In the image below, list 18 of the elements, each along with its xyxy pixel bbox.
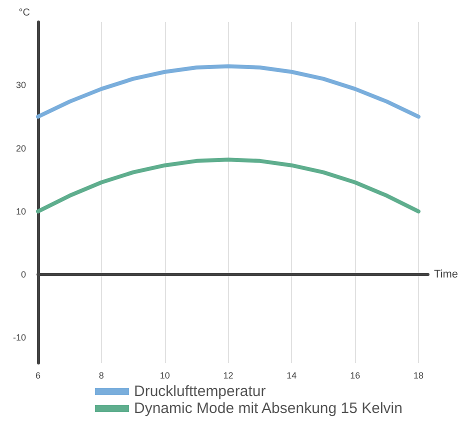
- x-tick-label: 18: [413, 370, 424, 380]
- x-tick-label: 16: [350, 370, 360, 380]
- line-series: [36, 158, 420, 214]
- x-tick-label: 14: [286, 370, 297, 380]
- x-axis-title: Time: [434, 268, 458, 281]
- y-axis-title: °C: [18, 8, 30, 18]
- legend-label: Dynamic Mode mit Absenkung 15 Kelvin: [134, 400, 402, 417]
- y-tick-label: 10: [16, 206, 26, 216]
- y-tick-label: 30: [16, 80, 26, 90]
- y-tick-label: -10: [12, 332, 26, 343]
- x-tick-label: 8: [98, 370, 104, 380]
- y-tick-label: 20: [16, 143, 26, 154]
- y-tick-label: 0: [20, 270, 26, 280]
- x-tick-label: 10: [160, 370, 170, 380]
- line-series: [36, 64, 420, 119]
- legend-label: Drucklufttemperatur: [134, 383, 266, 400]
- x-tick-label: 6: [35, 370, 41, 380]
- x-tick-label: 12: [223, 370, 234, 380]
